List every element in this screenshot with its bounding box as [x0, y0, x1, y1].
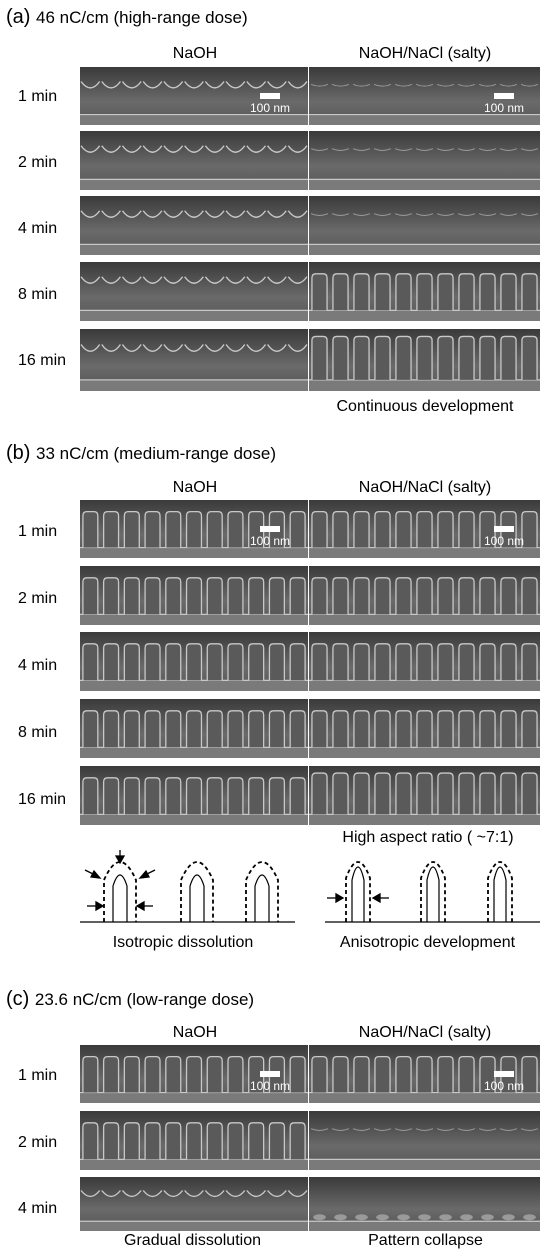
- panel-c-col-salty: NaOH/NaCl (salty): [358, 1024, 492, 1041]
- scale-bar-label: 100 nm: [250, 1079, 291, 1093]
- panel-c-letter: (c): [6, 988, 30, 1010]
- panel-b-title-text: 33 nC/cm (medium-range dose): [36, 444, 276, 463]
- sem-image: [309, 1045, 540, 1103]
- scale-bar: 100 nm: [484, 1071, 524, 1093]
- panel-c-caption-left: Gradual dissolution: [124, 1232, 261, 1249]
- sem-image: [309, 632, 540, 691]
- sem-image: [309, 566, 540, 625]
- panel-b-title: (b) 33 nC/cm (medium-range dose): [6, 442, 276, 465]
- scale-bar: 100 nm: [250, 93, 290, 115]
- sem-image: [309, 1111, 540, 1170]
- sem-image: [309, 329, 540, 391]
- schematic-label-anisotropic: Anisotropic development: [339, 934, 516, 951]
- panel-b-row-label: 4 min: [18, 657, 58, 674]
- panel-b-row-label: 2 min: [18, 590, 58, 607]
- panel-a-col-salty: NaOH/NaCl (salty): [358, 45, 492, 62]
- panel-a-col-naoh: NaOH: [172, 45, 218, 62]
- sem-image: [80, 766, 308, 825]
- sem-image: [80, 699, 308, 758]
- scale-bar-label: 100 nm: [250, 101, 291, 115]
- panel-c-caption-right: Pattern collapse: [368, 1232, 483, 1249]
- panel-b-caption-right: High aspect ratio ( ~7:1): [342, 829, 514, 846]
- panel-a-row-label: 16 min: [18, 352, 67, 369]
- panel-a-letter: (a): [6, 6, 31, 28]
- panel-b-col-salty: NaOH/NaCl (salty): [358, 479, 492, 496]
- sem-image: [309, 699, 540, 758]
- sem-image: [80, 1177, 308, 1231]
- panel-a-title: (a) 46 nC/cm (high-range dose): [6, 6, 248, 29]
- scale-bar: 100 nm: [484, 526, 524, 548]
- scale-bar: 100 nm: [250, 1071, 290, 1093]
- scale-bar-label: 100 nm: [484, 1079, 525, 1093]
- sem-image: [309, 1177, 540, 1231]
- panel-b-row-label: 16 min: [18, 791, 67, 808]
- sem-image: [80, 1111, 308, 1170]
- sem-image: [309, 766, 540, 825]
- sem-image: [80, 632, 308, 691]
- panel-b-row-label: 1 min: [18, 523, 58, 540]
- panel-c-col-naoh: NaOH: [172, 1024, 218, 1041]
- sem-image: [80, 196, 308, 255]
- schematic-label-isotropic: Isotropic dissolution: [112, 934, 254, 951]
- panel-c-row-label: 4 min: [18, 1200, 58, 1217]
- sem-image: [309, 262, 540, 321]
- sem-image: [80, 566, 308, 625]
- dissolution-schematic: [80, 850, 540, 923]
- panel-a-row-label: 8 min: [18, 286, 58, 303]
- sem-image: [309, 500, 540, 558]
- panel-a-row-label: 2 min: [18, 154, 58, 171]
- scale-bar-label: 100 nm: [484, 101, 525, 115]
- panel-a-row-label: 1 min: [18, 88, 58, 105]
- sem-image: [80, 131, 308, 190]
- sem-image: [80, 262, 308, 321]
- panel-b-col-naoh: NaOH: [172, 479, 218, 496]
- panel-c-row-label: 2 min: [18, 1134, 58, 1151]
- panel-a-title-text: 46 nC/cm (high-range dose): [36, 8, 248, 27]
- panel-a-caption-right: Continuous development: [336, 398, 514, 415]
- scale-bar-label: 100 nm: [484, 534, 525, 548]
- panel-b-row-label: 8 min: [18, 724, 58, 741]
- panel-a-row-label: 4 min: [18, 220, 58, 237]
- panel-b-letter: (b): [6, 442, 31, 464]
- scale-bar-label: 100 nm: [250, 534, 291, 548]
- sem-image: [80, 500, 308, 558]
- panel-c-title: (c) 23.6 nC/cm (low-range dose): [6, 988, 254, 1011]
- panel-c-row-label: 1 min: [18, 1067, 58, 1084]
- panel-c-title-text: 23.6 nC/cm (low-range dose): [34, 990, 255, 1009]
- sem-image: [309, 131, 540, 190]
- scale-bar: 100 nm: [484, 93, 524, 115]
- sem-image: [80, 329, 308, 391]
- sem-image: [309, 196, 540, 255]
- scale-bar: 100 nm: [250, 526, 290, 548]
